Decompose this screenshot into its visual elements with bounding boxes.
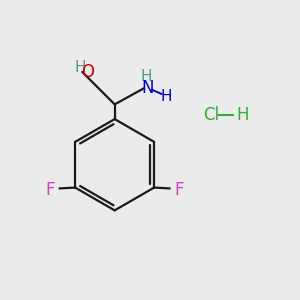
Text: F: F [175, 182, 184, 200]
Text: H: H [74, 60, 86, 75]
Text: N: N [142, 79, 154, 97]
Text: H: H [236, 106, 248, 124]
Text: H: H [141, 70, 152, 85]
Text: O: O [81, 63, 94, 81]
Text: F: F [45, 182, 55, 200]
Text: Cl: Cl [203, 106, 219, 124]
Text: H: H [161, 89, 172, 104]
